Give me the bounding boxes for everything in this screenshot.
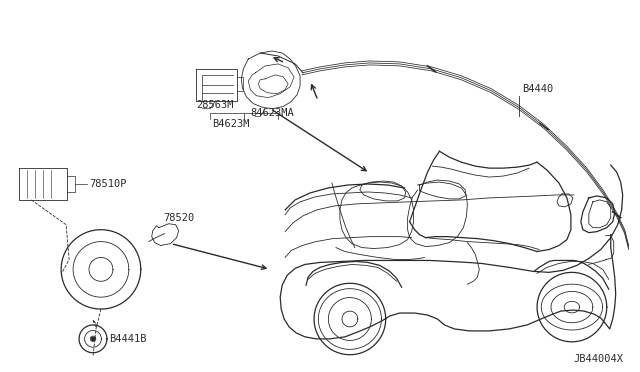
Text: B4440: B4440 xyxy=(522,84,554,94)
Text: 28563M: 28563M xyxy=(196,100,234,110)
Polygon shape xyxy=(92,337,95,340)
Text: JB44004X: JB44004X xyxy=(573,354,623,364)
Text: B4623M: B4623M xyxy=(212,119,250,129)
Text: 84623MA: 84623MA xyxy=(250,108,294,118)
Text: 78520: 78520 xyxy=(164,213,195,223)
Text: 78510P: 78510P xyxy=(89,179,127,189)
Text: B4441B: B4441B xyxy=(109,334,147,344)
